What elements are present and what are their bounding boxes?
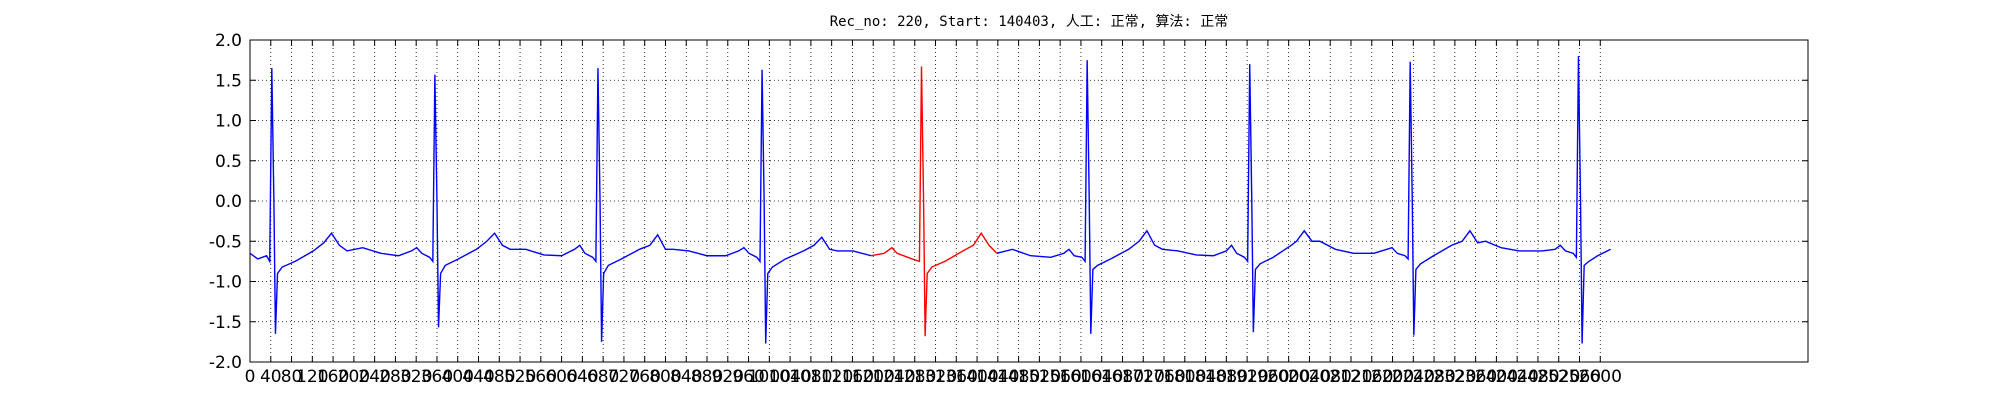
x-tick-label: 400 xyxy=(442,367,474,387)
x-tick-label: 320 xyxy=(400,367,432,387)
x-tick-label: 1280 xyxy=(893,367,936,387)
x-tick-label: 2040 xyxy=(1288,367,1331,387)
x-tick-label: 1760 xyxy=(1142,367,1185,387)
x-tick-label: 120 xyxy=(296,367,328,387)
x-tick-label: 520 xyxy=(504,367,536,387)
x-tick-label: 2240 xyxy=(1392,367,1435,387)
x-tick-label: 1320 xyxy=(914,367,957,387)
y-tick-label: 2.0 xyxy=(215,31,242,51)
x-tick-label: 2400 xyxy=(1475,367,1518,387)
x-tick-label: 1120 xyxy=(810,367,853,387)
x-tick-label: 1400 xyxy=(955,367,998,387)
x-tick-label: 2600 xyxy=(1579,367,1622,387)
x-tick-label: 2560 xyxy=(1558,367,1601,387)
x-tick-label: 2280 xyxy=(1412,367,1455,387)
x-tick-label: 1160 xyxy=(831,367,874,387)
x-tick-label: 2080 xyxy=(1309,367,1352,387)
x-tick-label: 920 xyxy=(712,367,744,387)
x-tick-label: 1440 xyxy=(976,367,1019,387)
x-tick-label: 600 xyxy=(545,367,577,387)
x-tick-label: 2120 xyxy=(1329,367,1372,387)
x-tick-label: 360 xyxy=(421,367,453,387)
x-tick-label: 1080 xyxy=(789,367,832,387)
chart-title: Rec_no: 220, Start: 140403, 人工: 正常, 算法: … xyxy=(830,14,1229,30)
x-tick-label: 760 xyxy=(628,367,660,387)
ecg-line xyxy=(249,56,1611,344)
x-tick-label: 1040 xyxy=(768,367,811,387)
x-tick-label: 440 xyxy=(462,367,494,387)
x-tick-label: 1920 xyxy=(1225,367,1268,387)
x-tick-label: 200 xyxy=(338,367,370,387)
x-tick-label: 1640 xyxy=(1080,367,1123,387)
x-tick-label: 720 xyxy=(608,367,640,387)
x-tick-label: 2520 xyxy=(1537,367,1580,387)
x-tick-label: 2000 xyxy=(1267,367,1310,387)
x-tick-label: 1680 xyxy=(1101,367,1144,387)
y-tick-label: 1.5 xyxy=(215,71,242,91)
x-tick-label: 1720 xyxy=(1122,367,1165,387)
x-tick-label: 1600 xyxy=(1059,367,1102,387)
x-tick-label: 560 xyxy=(525,367,557,387)
x-tick-label: 2200 xyxy=(1371,367,1414,387)
x-tick-label: 480 xyxy=(483,367,515,387)
x-tick-label: 1200 xyxy=(852,367,895,387)
x-tick-label: 1360 xyxy=(935,367,978,387)
y-tick-label: 1.0 xyxy=(215,112,242,132)
x-tick-label: 2480 xyxy=(1516,367,1559,387)
x-tick-label: 2440 xyxy=(1496,367,1539,387)
y-tick-label: 0.5 xyxy=(215,152,242,172)
y-tick-label: -2.0 xyxy=(209,353,242,373)
x-tick-label: 2360 xyxy=(1454,367,1497,387)
x-tick-label: 640 xyxy=(566,367,598,387)
x-tick-label: 240 xyxy=(358,367,390,387)
y-tick-label: -1.0 xyxy=(209,273,242,293)
x-tick-label: 1880 xyxy=(1205,367,1248,387)
x-tick-label: 0 xyxy=(245,367,256,387)
y-tick-label: -0.5 xyxy=(209,232,242,252)
x-tick-label: 2320 xyxy=(1433,367,1476,387)
x-tick-label: 40 xyxy=(260,367,282,387)
x-tick-label: 840 xyxy=(670,367,702,387)
x-tick-label: 2160 xyxy=(1350,367,1393,387)
y-tick-label: 0.0 xyxy=(215,192,242,212)
x-tick-label: 680 xyxy=(587,367,619,387)
x-tick-label: 1960 xyxy=(1246,367,1289,387)
x-tick-label: 800 xyxy=(649,367,681,387)
x-tick-label: 160 xyxy=(317,367,349,387)
plot-frame xyxy=(249,39,1809,363)
x-tick-label: 80 xyxy=(281,367,303,387)
x-tick-label: 880 xyxy=(691,367,723,387)
y-tick-label: -1.5 xyxy=(209,313,242,333)
ecg-line xyxy=(870,66,998,337)
x-tick-label: 1000 xyxy=(748,367,791,387)
x-tick-label: 1560 xyxy=(1039,367,1082,387)
x-tick-label: 1840 xyxy=(1184,367,1227,387)
x-tick-label: 1520 xyxy=(1018,367,1061,387)
x-tick-label: 1480 xyxy=(997,367,1040,387)
x-tick-label: 1240 xyxy=(872,367,915,387)
x-tick-label: 280 xyxy=(379,367,411,387)
x-tick-label: 960 xyxy=(732,367,764,387)
x-tick-label: 1800 xyxy=(1163,367,1206,387)
